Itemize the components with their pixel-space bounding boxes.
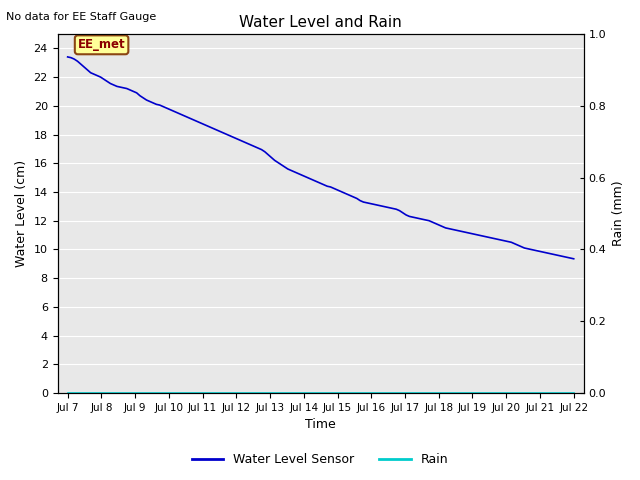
Rain — [84, 390, 92, 396]
Rain — [404, 390, 412, 396]
Rain — [529, 390, 536, 396]
Rain — [147, 390, 154, 396]
Rain — [229, 390, 237, 396]
Rain — [518, 390, 526, 396]
Rain — [219, 390, 227, 396]
Legend: Water Level Sensor, Rain: Water Level Sensor, Rain — [187, 448, 453, 471]
Rain — [426, 390, 433, 396]
Rain — [559, 390, 567, 396]
Rain — [436, 390, 444, 396]
Rain — [260, 390, 268, 396]
Water Level Sensor — [514, 242, 522, 248]
Rain — [177, 390, 185, 396]
Rain — [549, 390, 557, 396]
Rain — [456, 390, 464, 396]
Rain — [446, 390, 454, 396]
Rain — [167, 390, 175, 396]
Text: EE_met: EE_met — [78, 38, 125, 51]
Rain — [570, 390, 577, 396]
Rain — [136, 390, 144, 396]
Rain — [281, 390, 289, 396]
Water Level Sensor — [307, 176, 315, 182]
Rain — [415, 390, 422, 396]
Rain — [291, 390, 299, 396]
Water Level Sensor — [554, 252, 561, 258]
Rain — [157, 390, 164, 396]
Rain — [332, 390, 340, 396]
Rain — [74, 390, 82, 396]
Rain — [312, 390, 319, 396]
Rain — [250, 390, 257, 396]
Y-axis label: Rain (mm): Rain (mm) — [612, 181, 625, 246]
Rain — [508, 390, 516, 396]
Rain — [342, 390, 350, 396]
Rain — [384, 390, 392, 396]
Rain — [188, 390, 195, 396]
X-axis label: Time: Time — [305, 419, 336, 432]
Water Level Sensor — [570, 256, 577, 262]
Rain — [301, 390, 309, 396]
Water Level Sensor — [415, 216, 423, 221]
Rain — [364, 390, 371, 396]
Rain — [322, 390, 330, 396]
Rain — [353, 390, 361, 396]
Rain — [487, 390, 495, 396]
Rain — [394, 390, 402, 396]
Rain — [95, 390, 102, 396]
Water Level Sensor — [488, 235, 495, 241]
Rain — [126, 390, 134, 396]
Y-axis label: Water Level (cm): Water Level (cm) — [15, 160, 28, 267]
Rain — [270, 390, 278, 396]
Water Level Sensor — [520, 245, 528, 251]
Title: Water Level and Rain: Water Level and Rain — [239, 15, 402, 30]
Rain — [477, 390, 484, 396]
Rain — [467, 390, 474, 396]
Rain — [115, 390, 123, 396]
Rain — [539, 390, 547, 396]
Rain — [374, 390, 381, 396]
Line: Water Level Sensor: Water Level Sensor — [68, 57, 573, 259]
Rain — [198, 390, 205, 396]
Rain — [105, 390, 113, 396]
Rain — [239, 390, 247, 396]
Rain — [64, 390, 72, 396]
Water Level Sensor — [64, 54, 72, 60]
Text: No data for EE Staff Gauge: No data for EE Staff Gauge — [6, 12, 157, 22]
Rain — [209, 390, 216, 396]
Rain — [497, 390, 505, 396]
